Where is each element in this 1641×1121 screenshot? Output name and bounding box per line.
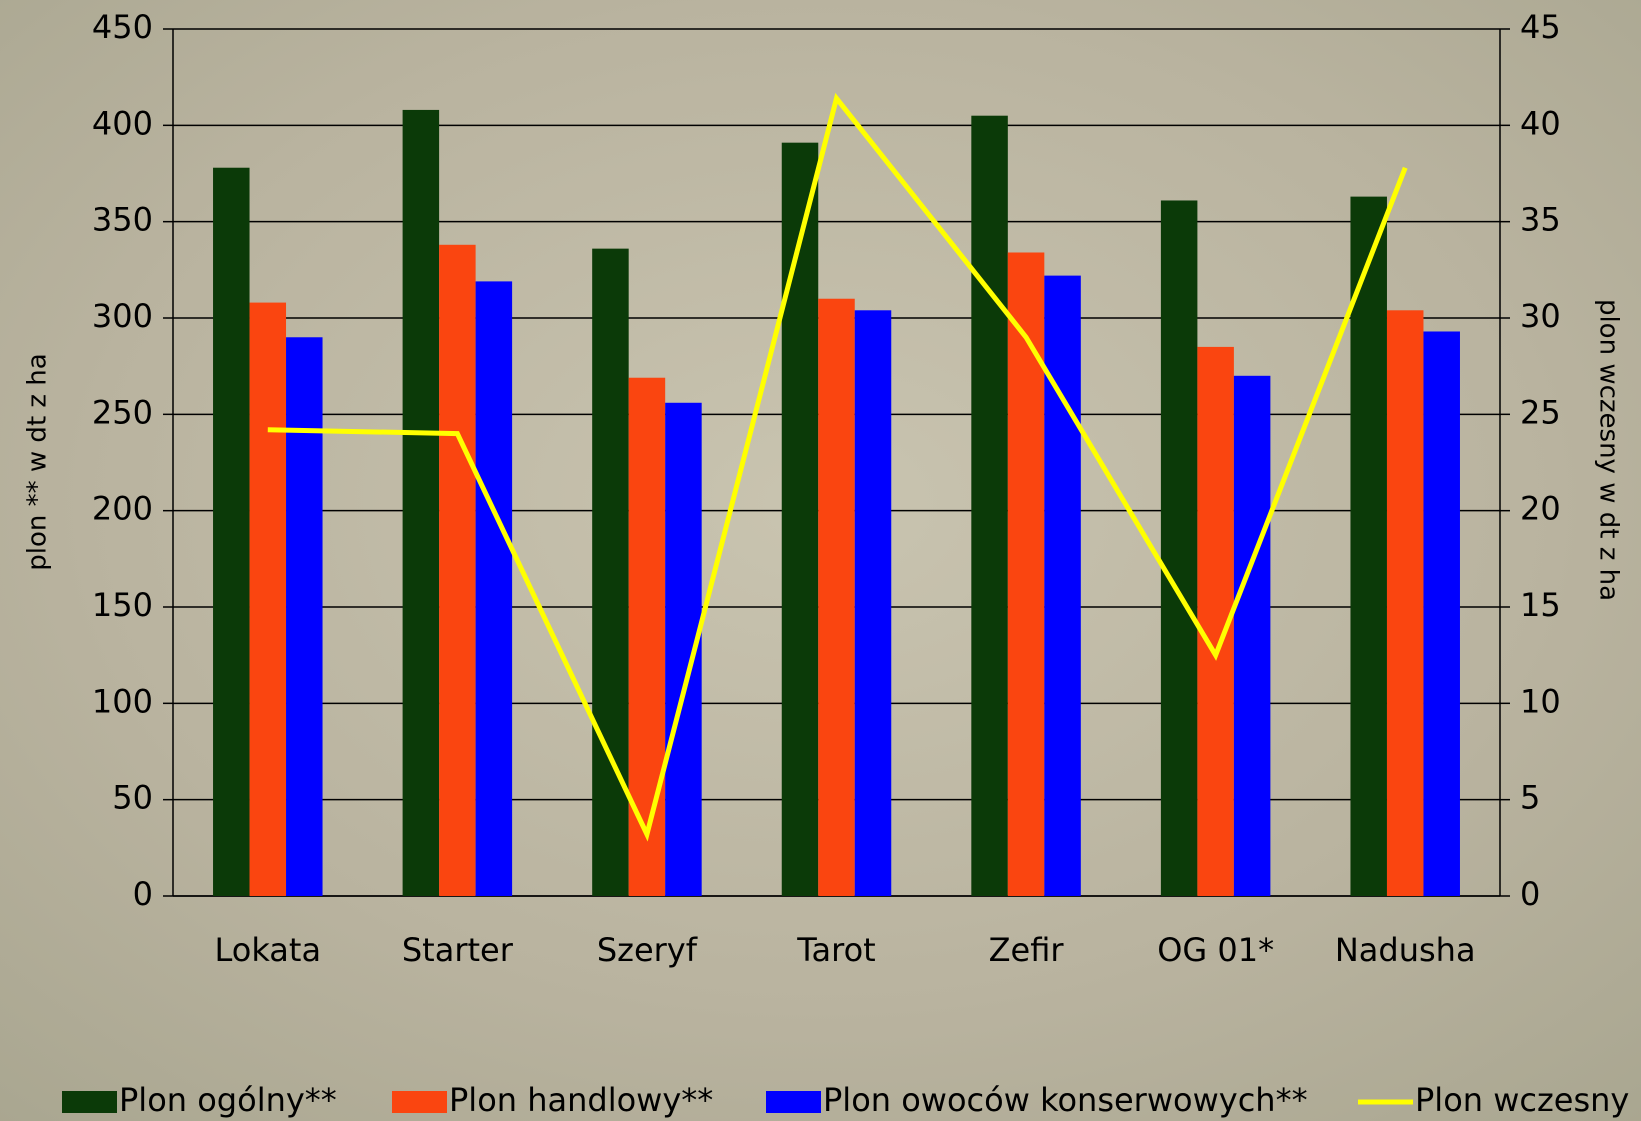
legend-swatch (62, 1091, 117, 1113)
y-tick-label: 100 (92, 682, 153, 720)
x-tick-label: Zefir (989, 931, 1065, 969)
x-tick-label: OG 01* (1157, 931, 1274, 969)
y-tick-label: 350 (92, 201, 153, 239)
legend-swatch (392, 1091, 447, 1113)
legend-label: Plon wczesny (1415, 1081, 1629, 1119)
legend-label: Plon handlowy** (449, 1081, 713, 1119)
x-tick-label: Tarot (796, 931, 875, 969)
y2-tick-label: 30 (1520, 297, 1561, 335)
x-tick-label: Szeryf (597, 931, 698, 969)
y2-tick-label: 40 (1520, 104, 1561, 142)
x-tick-label: Starter (402, 931, 514, 969)
legend-label: Plon owoców konserwowych** (823, 1081, 1308, 1119)
bar (854, 310, 892, 896)
bar (213, 167, 250, 897)
bar (1386, 310, 1424, 896)
y2-tick-label: 5 (1520, 779, 1540, 817)
legend-swatch (766, 1091, 821, 1113)
y-tick-label: 400 (92, 104, 153, 142)
y-tick-label: 250 (92, 393, 153, 431)
y-tick-label: 150 (92, 586, 153, 624)
bar (249, 302, 287, 896)
y-tick-label: 450 (92, 8, 153, 46)
y2-tick-label: 35 (1520, 201, 1561, 239)
y2-tick-label: 10 (1520, 682, 1561, 720)
x-tick-label: Nadusha (1335, 931, 1476, 969)
y2-axis-title: plon wczesny w dt z ha (1594, 299, 1624, 601)
y-tick-label: 50 (112, 779, 153, 817)
bar (781, 142, 819, 896)
bar (475, 281, 513, 897)
bar (1350, 196, 1387, 896)
bar (439, 244, 476, 896)
y2-tick-label: 15 (1520, 586, 1561, 624)
bar (286, 337, 323, 896)
y2-tick-label: 45 (1520, 8, 1561, 46)
bar (1160, 200, 1198, 896)
bar (818, 298, 855, 896)
bar (1233, 375, 1271, 896)
y2-tick-label: 0 (1520, 875, 1540, 913)
bar (628, 377, 666, 896)
y-tick-label: 200 (92, 490, 153, 528)
bar (1007, 252, 1045, 896)
bar (1044, 275, 1081, 896)
y-tick-label: 0 (133, 875, 153, 913)
y2-tick-label: 25 (1520, 393, 1561, 431)
y-axis-title: plon ** w dt z ha (23, 353, 53, 570)
bar (592, 248, 629, 896)
bar (971, 115, 1008, 896)
legend-label: Plon ogólny** (119, 1081, 337, 1119)
bar (1423, 331, 1460, 896)
y-tick-label: 300 (92, 297, 153, 335)
x-tick-label: Lokata (214, 931, 321, 969)
y2-tick-label: 20 (1520, 490, 1561, 528)
line (267, 92, 1408, 842)
bar (402, 109, 440, 897)
